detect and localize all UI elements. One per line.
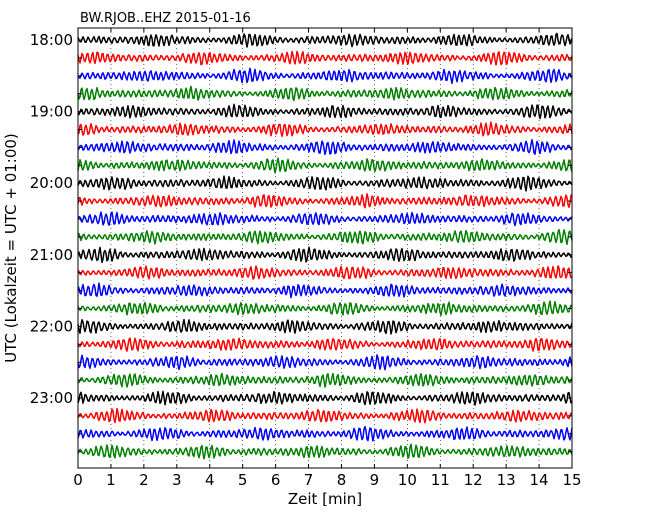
trace-row-2130 (77, 282, 573, 299)
trace-row-2030 (77, 211, 573, 227)
y-tick-label: 21:00 (30, 246, 73, 264)
trace-row-2345 (77, 443, 573, 460)
trace-row-2230 (77, 354, 573, 371)
trace-row-1945 (77, 157, 573, 174)
x-tick-label: 3 (172, 471, 182, 489)
trace-row-1900 (77, 103, 573, 120)
x-tick-label: 4 (205, 471, 215, 489)
y-tick-label: 18:00 (30, 31, 73, 49)
trace-row-2200 (77, 318, 573, 335)
x-tick-label: 15 (562, 471, 581, 489)
x-tick-label: 14 (530, 471, 549, 489)
x-axis-label: Zeit [min] (288, 490, 362, 508)
x-tick-label: 7 (304, 471, 314, 489)
seismogram-traces (77, 32, 573, 460)
x-tick-label: 12 (464, 471, 483, 489)
trace-row-2015 (77, 193, 573, 209)
trace-row-2115 (77, 265, 573, 280)
trace-row-2215 (77, 337, 573, 352)
trace-row-1915 (77, 121, 573, 138)
trace-row-1800 (77, 32, 573, 48)
x-tick-label: 10 (398, 471, 417, 489)
trace-row-2315 (77, 407, 573, 424)
x-tick-label: 5 (238, 471, 248, 489)
x-tick-label: 0 (73, 471, 83, 489)
x-tick-label: 8 (337, 471, 347, 489)
trace-row-1815 (77, 50, 573, 66)
trace-row-2300 (77, 390, 573, 406)
y-tick-label: 20:00 (30, 174, 73, 192)
trace-row-2000 (77, 175, 573, 192)
trace-row-2100 (77, 246, 573, 264)
axes: 0 1 2 3 4 5 6 7 8 9 10 11 12 13 14 1518:0019:0020:0021:… (30, 28, 582, 489)
x-tick-label: 2 (139, 471, 149, 489)
x-tick-label: 9 (370, 471, 380, 489)
trace-row-2330 (77, 425, 573, 442)
y-tick-label: 23:00 (30, 389, 73, 407)
trace-row-2045 (77, 228, 573, 246)
x-tick-label: 6 (271, 471, 281, 489)
x-tick-label: 1 (106, 471, 116, 489)
y-axis-label: UTC (Lokalzeit = UTC + 01:00) (2, 133, 20, 363)
trace-row-1930 (77, 139, 573, 156)
trace-row-2245 (77, 372, 573, 388)
plot-frame (77, 27, 573, 469)
trace-row-2145 (77, 300, 573, 317)
trace-row-1845 (77, 85, 573, 102)
chart-title: BW.RJOB..EHZ 2015-01-16 (80, 11, 251, 26)
y-tick-label: 22:00 (30, 317, 73, 335)
y-tick-label: 19:00 (30, 103, 73, 121)
x-tick-label: 13 (497, 471, 516, 489)
trace-row-1830 (77, 67, 573, 85)
x-tick-label: 11 (431, 471, 450, 489)
